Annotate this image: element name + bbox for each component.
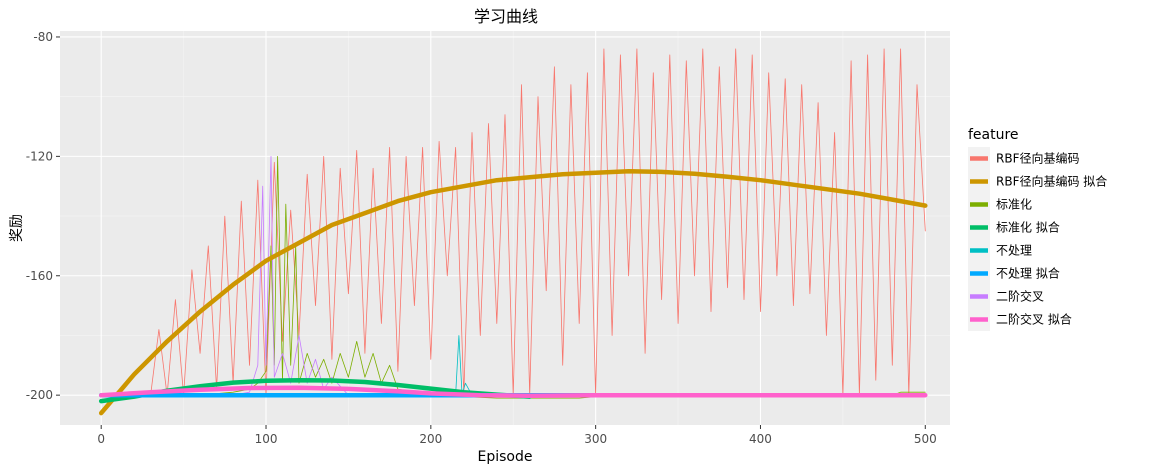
legend-label: 标准化 xyxy=(996,198,1032,212)
legend-label: 二阶交叉 xyxy=(996,289,1044,304)
legend-label: 标准化 拟合 xyxy=(996,220,1060,235)
y-axis: -200 -160 -120 -80 xyxy=(26,30,60,402)
plot-panel xyxy=(60,31,950,425)
y-tick-label: -160 xyxy=(26,269,53,283)
x-axis-title: Episode xyxy=(478,449,533,465)
y-tick-label: -200 xyxy=(26,388,53,402)
x-tick-label: 400 xyxy=(749,432,772,446)
legend-title: feature xyxy=(968,127,1019,143)
y-tick-label: -120 xyxy=(26,149,53,163)
chart-title: 学习曲线 xyxy=(474,7,538,26)
series-line-fit-7 xyxy=(98,385,928,398)
legend-label: 二阶交叉 拟合 xyxy=(996,312,1072,327)
x-tick-label: 200 xyxy=(419,432,442,446)
y-tick-label: -80 xyxy=(33,30,53,44)
legend-label: RBF径向基编码 xyxy=(996,151,1079,166)
x-tick-label: 500 xyxy=(914,432,937,446)
x-tick-label: 0 xyxy=(97,432,105,446)
series-line-fit-4 xyxy=(98,169,928,416)
series-layer xyxy=(98,48,928,416)
legend-label: 不处理 xyxy=(996,244,1032,258)
x-tick-label: 300 xyxy=(584,432,607,446)
y-axis-title: 奖励 xyxy=(8,214,25,242)
legend-label: RBF径向基编码 拟合 xyxy=(996,174,1107,189)
x-axis: 0 100 200 300 400 500 xyxy=(97,425,937,446)
legend-label: 不处理 拟合 xyxy=(996,266,1060,281)
x-tick-label: 100 xyxy=(255,432,278,446)
series-line-raw-0 xyxy=(100,48,926,396)
